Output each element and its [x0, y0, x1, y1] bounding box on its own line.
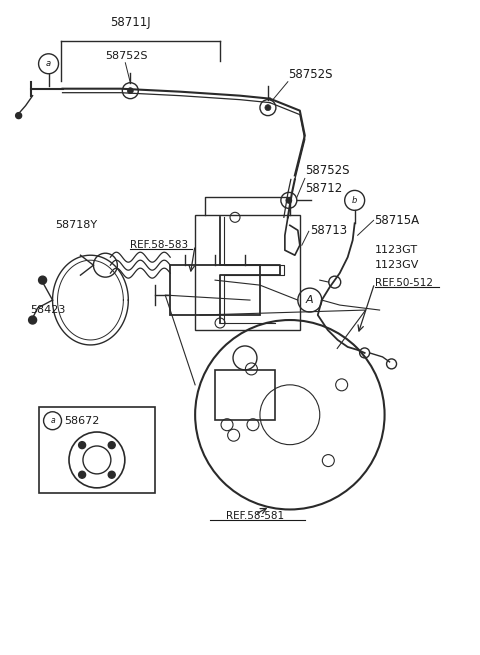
Circle shape: [108, 471, 115, 478]
Text: b: b: [352, 196, 357, 205]
Text: 58715A: 58715A: [374, 214, 420, 227]
Text: A: A: [306, 295, 313, 305]
Bar: [38, 407, 155, 493]
Circle shape: [79, 471, 85, 478]
Circle shape: [16, 113, 22, 119]
Text: 1123GT: 1123GT: [374, 245, 418, 255]
Bar: [215, 370, 275, 420]
Bar: [170, 265, 260, 315]
Text: 58752S: 58752S: [288, 67, 332, 81]
Text: REF.50-512: REF.50-512: [374, 278, 432, 288]
Text: a: a: [50, 416, 55, 425]
Circle shape: [108, 441, 115, 449]
Text: 58752S: 58752S: [305, 164, 349, 178]
Text: 58423: 58423: [31, 305, 66, 315]
Circle shape: [265, 105, 271, 111]
Text: a: a: [46, 59, 51, 68]
Circle shape: [79, 441, 85, 449]
Bar: [195, 215, 300, 330]
Circle shape: [38, 276, 47, 284]
Text: 1123GV: 1123GV: [374, 260, 419, 270]
Text: 58712: 58712: [305, 182, 342, 195]
Text: 58713: 58713: [310, 224, 347, 236]
Circle shape: [29, 316, 36, 324]
Text: 58718Y: 58718Y: [56, 220, 97, 231]
Circle shape: [127, 88, 133, 94]
Text: 58752S: 58752S: [106, 51, 148, 61]
Text: REF.58-581: REF.58-581: [226, 512, 284, 521]
Text: 58672: 58672: [64, 416, 100, 426]
Text: REF.58-583: REF.58-583: [130, 240, 189, 250]
Text: 58711J: 58711J: [110, 16, 151, 29]
Circle shape: [286, 197, 292, 203]
